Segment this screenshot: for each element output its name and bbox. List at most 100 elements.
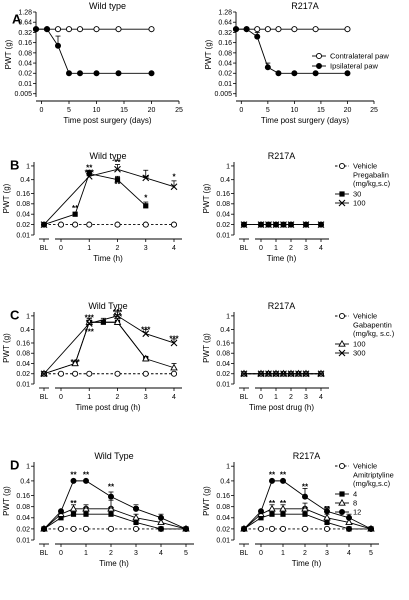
y-tick-label: 0.04 xyxy=(18,60,32,67)
significance-label: ** xyxy=(302,505,309,514)
legend-label: Ipsilateral paw xyxy=(330,62,379,71)
data-point xyxy=(257,370,265,378)
significance-label: *** xyxy=(70,358,80,367)
series-1 xyxy=(40,221,178,228)
data-point xyxy=(295,370,302,378)
legend-title: Gabapentin xyxy=(353,321,392,330)
y-axis-label: PWT (g) xyxy=(202,183,211,213)
series-2 xyxy=(33,26,155,77)
data-point xyxy=(44,26,51,33)
data-point xyxy=(85,172,93,180)
y-tick-label: 1 xyxy=(226,313,230,320)
x-tick-label: BL xyxy=(240,245,249,252)
panel-letter: B xyxy=(10,158,19,173)
significance-label: ** xyxy=(86,164,93,173)
data-point xyxy=(232,26,239,33)
data-point xyxy=(115,26,122,33)
x-tick-label: 3 xyxy=(144,394,148,401)
chart-B-2: R217A 1 0.4 0.16 0.08 0.04 0.02 0.01 PWT (g) BL 0 1… xyxy=(202,151,391,263)
data-point xyxy=(275,70,282,77)
series-2 xyxy=(41,317,149,377)
data-point xyxy=(142,221,149,228)
y-axis-label: PWT (g) xyxy=(204,39,213,69)
data-point xyxy=(33,26,40,33)
y-tick-label: 0.005 xyxy=(214,91,232,98)
y-tick-label: 1.28 xyxy=(18,9,32,16)
series-line xyxy=(43,213,76,226)
series-line xyxy=(60,480,187,530)
data-point xyxy=(82,504,90,512)
x-tick-label: 0 xyxy=(239,107,243,114)
chart-A-1: Wild type 1.28 0.64 0.32 0.16 0.08 0.04 0.02 0.0… xyxy=(4,1,183,125)
data-point xyxy=(142,330,150,338)
legend-marker xyxy=(338,462,346,470)
x-tick-label: 5 xyxy=(184,550,188,557)
data-point xyxy=(280,511,286,517)
significance-label: ** xyxy=(269,499,276,508)
chart-title: Wild type xyxy=(89,1,126,11)
x-tick-label: 20 xyxy=(148,107,156,114)
data-point xyxy=(170,183,178,191)
data-point xyxy=(57,221,65,228)
x-tick-label: 1 xyxy=(274,394,278,401)
significance-label: ** xyxy=(83,505,90,514)
series-line xyxy=(89,168,175,188)
legend-marker xyxy=(338,349,346,357)
x-tick-label: 0 xyxy=(259,245,263,252)
data-point xyxy=(269,511,275,517)
x-tick-label: BL xyxy=(240,550,249,557)
y-tick-label: 1 xyxy=(226,464,230,471)
data-point xyxy=(317,221,325,228)
x-tick-label: 4 xyxy=(172,394,176,401)
data-point xyxy=(317,370,325,378)
x-tick-label: 1 xyxy=(87,394,91,401)
significance-label: *** xyxy=(85,313,95,322)
panel-letter: D xyxy=(10,458,19,473)
x-tick-label: 10 xyxy=(93,107,101,114)
data-point xyxy=(287,221,295,228)
chart-title: Wild Type xyxy=(94,451,133,461)
legend-marker xyxy=(338,498,346,506)
significance-label: * xyxy=(172,172,176,181)
data-point xyxy=(70,525,77,532)
x-tick-label: 15 xyxy=(120,107,128,114)
legend-title: (mg/kg, s.c.) xyxy=(353,329,395,338)
data-point xyxy=(254,26,261,33)
series-4 xyxy=(240,477,374,532)
chart-title: R217A xyxy=(268,301,296,311)
series-4 xyxy=(41,477,189,532)
data-point xyxy=(114,221,121,228)
data-point xyxy=(41,525,48,532)
x-tick-label: 4 xyxy=(319,245,323,252)
significance-label: *** xyxy=(169,334,179,343)
data-point xyxy=(114,165,121,173)
y-tick-label: 0.01 xyxy=(16,537,30,544)
y-tick-label: 0.02 xyxy=(216,526,230,533)
data-point xyxy=(85,320,93,327)
data-point xyxy=(240,525,247,532)
y-tick-label: 0.02 xyxy=(16,222,30,229)
data-point xyxy=(265,370,272,378)
legend-title: Pregabalin xyxy=(353,171,389,180)
y-tick-label: 0.01 xyxy=(216,232,230,239)
data-point xyxy=(279,504,287,512)
x-tick-label: BL xyxy=(240,394,249,401)
x-tick-label: 0 xyxy=(59,394,63,401)
chart-D-2: R217A 1 0.4 0.16 0.08 0.04 0.02 0.01 PWT (g) BL 0 1… xyxy=(202,451,394,568)
significance-label: ** xyxy=(70,470,77,479)
y-tick-label: 0.32 xyxy=(218,30,232,37)
y-tick-label: 0.16 xyxy=(18,40,32,47)
y-tick-label: 0.08 xyxy=(216,351,230,358)
legend-label: 8 xyxy=(353,499,357,508)
data-point xyxy=(345,518,353,526)
x-tick-label: 5 xyxy=(369,550,373,557)
data-point xyxy=(170,221,178,228)
x-tick-label: 1 xyxy=(274,245,278,252)
chart-D-1: Wild Type 1 0.4 0.16 0.08 0.04 0.02 0.01 PWT (g)… xyxy=(2,451,194,568)
data-point xyxy=(71,359,79,367)
x-tick-label: 5 xyxy=(266,107,270,114)
data-point xyxy=(93,70,100,77)
series-2 xyxy=(41,169,149,228)
x-tick-label: BL xyxy=(40,550,49,557)
